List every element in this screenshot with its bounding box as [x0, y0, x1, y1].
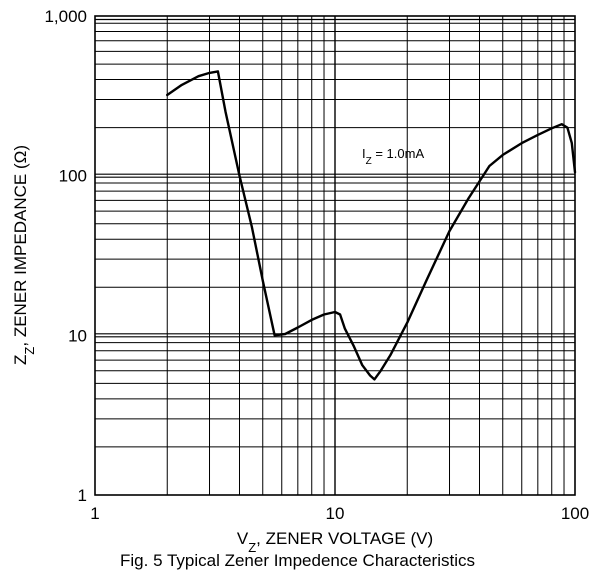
- grid-lines: [95, 16, 575, 495]
- y-tick-label: 1: [78, 486, 87, 505]
- figure-caption: Fig. 5 Typical Zener Impedence Character…: [120, 551, 475, 570]
- x-axis-label: VZ, ZENER VOLTAGE (V): [237, 529, 433, 555]
- y-axis-label: ZZ, ZENER IMPEDANCE (Ω): [11, 145, 37, 365]
- y-tick-label: 100: [59, 167, 87, 186]
- y-tick-label: 10: [68, 326, 87, 345]
- x-tick-label: 100: [561, 504, 589, 523]
- annotation-label: IZ = 1.0mA: [362, 146, 424, 167]
- tick-labels: 1 10 100 1 10 100 1,000: [44, 7, 589, 523]
- y-tick-label: 1,000: [44, 7, 87, 26]
- impedance-curve: [166, 70, 577, 381]
- x-tick-label: 1: [90, 504, 99, 523]
- x-tick-label: 10: [326, 504, 345, 523]
- plot-frame: [94, 15, 576, 496]
